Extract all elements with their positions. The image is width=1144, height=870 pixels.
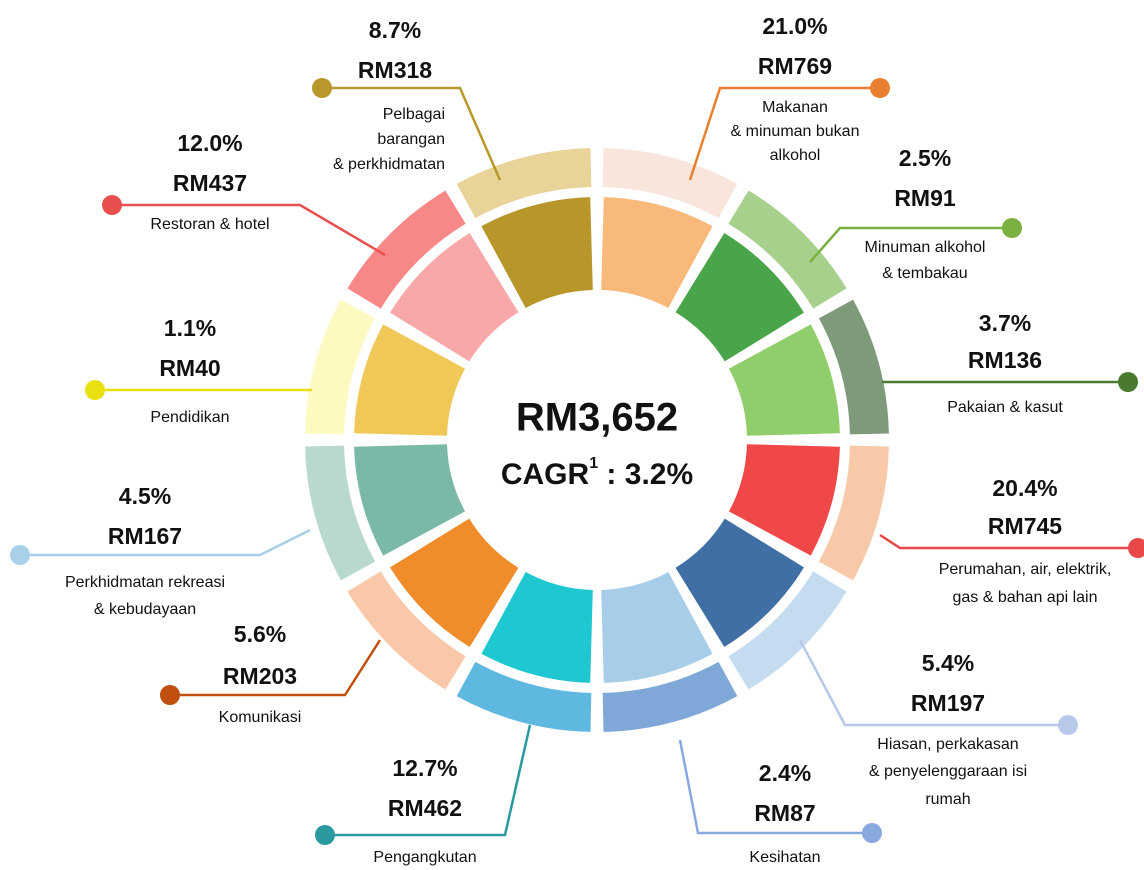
- amount: RM136: [968, 347, 1042, 373]
- percent: 4.5%: [119, 483, 171, 509]
- segment-outer: [347, 571, 466, 690]
- label: Pendidikan: [150, 409, 229, 426]
- leader-dot: [1058, 715, 1078, 735]
- amount: RM462: [388, 795, 462, 821]
- leader-line: [325, 724, 532, 837]
- segment-outer: [456, 661, 592, 732]
- amount: RM203: [223, 663, 297, 689]
- label: Minuman alkohol: [865, 239, 986, 256]
- leader-dot: [102, 195, 122, 215]
- leader-line: [322, 86, 502, 181]
- leader-dot: [85, 380, 105, 400]
- percent: 5.6%: [234, 621, 286, 647]
- leader-dot: [312, 78, 332, 98]
- segment-inner: [675, 518, 804, 647]
- leader-dot: [1118, 372, 1138, 392]
- label: & penyelenggaraan isi: [869, 763, 1027, 780]
- segment-outer: [728, 571, 847, 690]
- label: Pengangkutan: [373, 849, 476, 866]
- amount: RM197: [911, 690, 985, 716]
- segment-outer: [347, 190, 466, 309]
- segment-outer: [456, 148, 592, 219]
- leader-dot: [1002, 218, 1022, 238]
- label: barangan: [377, 131, 445, 148]
- segment-inner: [354, 324, 466, 436]
- segment-inner: [675, 233, 804, 362]
- leader-dot: [10, 545, 30, 565]
- percent: 20.4%: [992, 475, 1057, 501]
- leader-line: [678, 739, 872, 835]
- segment-inner: [728, 324, 840, 436]
- leader-dot: [862, 823, 882, 843]
- label: Komunikasi: [219, 709, 302, 726]
- percent: 3.7%: [979, 310, 1031, 336]
- label: gas & bahan api lain: [953, 589, 1098, 606]
- segment-outer: [818, 299, 889, 435]
- center-amount: RM3,652: [516, 396, 678, 440]
- percent: 2.5%: [899, 145, 951, 171]
- amount: RM769: [758, 53, 832, 79]
- segment-outer: [728, 190, 847, 309]
- leader-line: [798, 639, 1068, 727]
- label: Pelbagai: [383, 106, 445, 123]
- label: alkohol: [770, 147, 821, 164]
- label: Perumahan, air, elektrik,: [939, 561, 1112, 578]
- leader-line: [809, 226, 1012, 263]
- amount: RM437: [173, 170, 247, 196]
- segment-outer: [305, 299, 376, 435]
- segment-inner: [390, 518, 519, 647]
- segment-outer: [818, 445, 889, 581]
- amount: RM40: [159, 355, 220, 381]
- label: Makanan: [762, 99, 828, 116]
- percent: 12.0%: [177, 130, 242, 156]
- segment-inner: [354, 444, 466, 556]
- label: Perkhidmatan rekreasi: [65, 574, 225, 591]
- leader-line: [20, 528, 311, 557]
- amount: RM87: [754, 800, 815, 826]
- amount: RM91: [894, 185, 956, 211]
- cagr-label: CAGR: [501, 458, 590, 491]
- label: & minuman bukan: [731, 123, 860, 140]
- amount: RM167: [108, 523, 182, 549]
- amount: RM318: [358, 57, 432, 83]
- percent: 5.4%: [922, 650, 974, 676]
- segment-outer: [602, 661, 738, 732]
- percent: 12.7%: [392, 755, 457, 781]
- segment-inner: [390, 233, 519, 362]
- label: rumah: [925, 791, 970, 808]
- leader-dot: [1128, 538, 1144, 558]
- segment-outer: [305, 445, 376, 581]
- amount: RM745: [988, 513, 1062, 539]
- segment-outer: [602, 148, 738, 219]
- leader-dot: [315, 825, 335, 845]
- percent: 1.1%: [164, 315, 216, 341]
- percent: 8.7%: [369, 17, 421, 43]
- cagr-sup: 1: [589, 455, 598, 472]
- label: Pakaian & kasut: [947, 399, 1063, 416]
- segment-inner: [481, 571, 593, 683]
- leader-line: [112, 203, 386, 257]
- percent: 21.0%: [762, 13, 827, 39]
- leader-dot: [160, 685, 180, 705]
- leader-dot: [870, 78, 890, 98]
- leader-line: [170, 639, 382, 697]
- center-cagr: CAGR1 : 3.2%: [501, 455, 693, 491]
- label: & kebudayaan: [94, 601, 196, 618]
- cagr-value: : 3.2%: [598, 458, 693, 491]
- segment-inner: [728, 444, 840, 556]
- segment-inner: [601, 571, 713, 683]
- label: Restoran & hotel: [150, 216, 269, 233]
- label: Hiasan, perkakasan: [877, 736, 1018, 753]
- label: & tembakau: [882, 265, 967, 282]
- leader-line: [879, 533, 1138, 550]
- segment-inner: [481, 197, 593, 309]
- label: & perkhidmatan: [333, 156, 445, 173]
- percent: 2.4%: [759, 760, 811, 786]
- label: Kesihatan: [749, 849, 820, 866]
- segment-inner: [601, 197, 713, 309]
- leader-line: [688, 86, 880, 181]
